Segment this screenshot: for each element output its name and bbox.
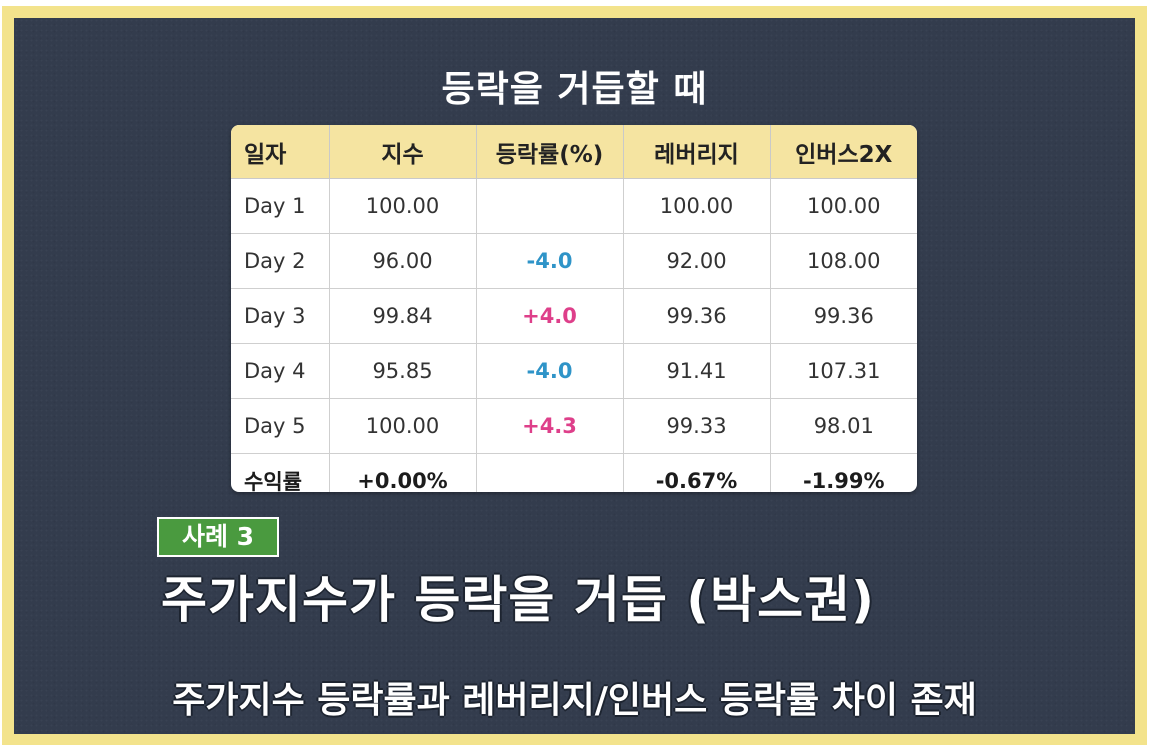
cell-leverage: 99.33 [623, 398, 771, 454]
cell-date: Day 3 [231, 288, 330, 344]
cell-date: Day 1 [231, 178, 330, 234]
table-total-row: 수익률 +0.00% -0.67% -1.99% [231, 453, 917, 492]
cell-index: 99.84 [329, 288, 477, 344]
cell-inverse: 108.00 [770, 233, 917, 289]
table-row: Day 4 95.85 -4.0 91.41 107.31 [231, 343, 917, 399]
cell-date: Day 5 [231, 398, 330, 454]
cell-inverse: 107.31 [770, 343, 917, 399]
cell-inverse: 100.00 [770, 178, 917, 234]
cell-leverage: 99.36 [623, 288, 771, 344]
header-leverage: 레버리지 [623, 125, 771, 179]
table-row: Day 3 99.84 +4.0 99.36 99.36 [231, 288, 917, 344]
total-inverse-return: -1.99% [802, 469, 885, 492]
cell-index: 100.00 [329, 178, 477, 234]
table-row: Day 1 100.00 100.00 100.00 [231, 178, 917, 234]
header-index: 지수 [329, 125, 477, 179]
header-inverse-2x: 인버스2X [770, 125, 917, 179]
table-row: Day 5 100.00 +4.3 99.33 98.01 [231, 398, 917, 454]
header-change-rate: 등락률(%) [476, 125, 624, 179]
table-row: Day 2 96.00 -4.0 92.00 108.00 [231, 233, 917, 289]
cell-date: Day 2 [231, 233, 330, 289]
cell-leverage: 91.41 [623, 343, 771, 399]
comparison-table: 일자 지수 등락률(%) 레버리지 인버스2X Day 1 100.00 100… [231, 125, 917, 492]
cell-inverse: 98.01 [770, 398, 917, 454]
cell-change-rate: +4.0 [476, 288, 624, 344]
total-index-return: +0.00% [329, 453, 477, 492]
cell-index: 95.85 [329, 343, 477, 399]
cell-leverage: 92.00 [623, 233, 771, 289]
total-change-rate [476, 453, 624, 492]
cell-leverage: 100.00 [623, 178, 771, 234]
cell-change-rate: -4.0 [476, 343, 624, 399]
header-date: 일자 [231, 125, 330, 179]
cell-inverse: 99.36 [770, 288, 917, 344]
cell-date: Day 4 [231, 343, 330, 399]
cell-change-rate: -4.0 [476, 233, 624, 289]
table-title: 등락을 거듭할 때 [441, 69, 708, 110]
total-leverage-return: -0.67% [623, 453, 771, 492]
cell-change-rate [476, 178, 624, 234]
total-label: 수익률 [231, 453, 330, 492]
subtitle-caption: 주가지수 등락률과 레버리지/인버스 등락률 차이 존재 [172, 680, 977, 721]
cell-index: 96.00 [329, 233, 477, 289]
cell-change-rate: +4.3 [476, 398, 624, 454]
cell-index: 100.00 [329, 398, 477, 454]
case-badge: 사례 3 [157, 517, 279, 557]
headline: 주가지수가 등락을 거듭 (박스권) [161, 571, 875, 629]
table-header-row: 일자 지수 등락률(%) 레버리지 인버스2X [231, 125, 917, 179]
